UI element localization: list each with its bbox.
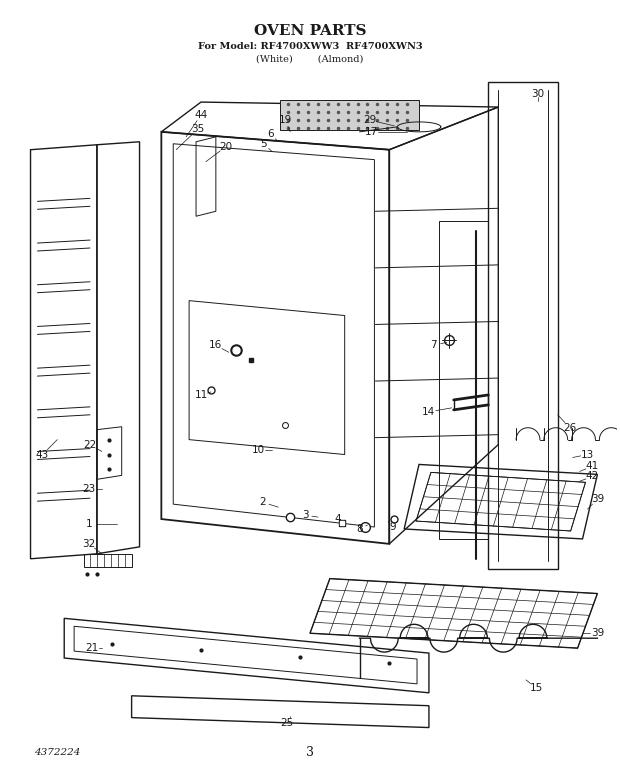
Text: 3: 3 <box>302 510 308 520</box>
Text: 44: 44 <box>194 110 208 120</box>
Text: 23: 23 <box>82 484 95 494</box>
Text: For Model: RF4700XWW3  RF4700XWN3: For Model: RF4700XWW3 RF4700XWN3 <box>198 42 422 51</box>
Text: 20: 20 <box>219 142 232 152</box>
Text: 3: 3 <box>306 746 314 759</box>
Text: OVEN PARTS: OVEN PARTS <box>254 23 366 37</box>
Text: 42: 42 <box>586 471 599 481</box>
Text: 29: 29 <box>363 115 376 125</box>
Text: 13: 13 <box>581 449 594 459</box>
Text: 35: 35 <box>192 124 205 134</box>
Text: 10: 10 <box>252 445 265 455</box>
Text: 39: 39 <box>591 629 604 638</box>
Text: 14: 14 <box>422 407 435 417</box>
Text: 2: 2 <box>259 497 266 508</box>
Text: 26: 26 <box>563 423 576 433</box>
Text: 16: 16 <box>209 341 223 350</box>
Text: 32: 32 <box>82 539 95 549</box>
Text: 17: 17 <box>365 126 378 137</box>
Text: 4372224: 4372224 <box>34 748 81 757</box>
Text: 7: 7 <box>430 341 437 350</box>
Text: 11: 11 <box>194 390 208 400</box>
Text: 6: 6 <box>267 129 273 139</box>
Text: 15: 15 <box>529 683 542 693</box>
Polygon shape <box>280 100 419 130</box>
Text: (White)        (Almond): (White) (Almond) <box>256 55 364 64</box>
Text: 30: 30 <box>531 89 544 99</box>
Text: 19: 19 <box>278 115 292 125</box>
Text: 22: 22 <box>83 439 97 449</box>
Text: 5: 5 <box>260 139 267 149</box>
Text: 43: 43 <box>36 449 49 459</box>
Text: 1: 1 <box>86 519 92 529</box>
Text: 21: 21 <box>86 643 99 653</box>
Text: 41: 41 <box>586 462 599 472</box>
Text: 25: 25 <box>281 718 294 728</box>
Text: 39: 39 <box>591 494 604 504</box>
Text: 8: 8 <box>356 524 363 534</box>
Text: 4: 4 <box>334 514 341 524</box>
Text: 9: 9 <box>389 522 396 532</box>
